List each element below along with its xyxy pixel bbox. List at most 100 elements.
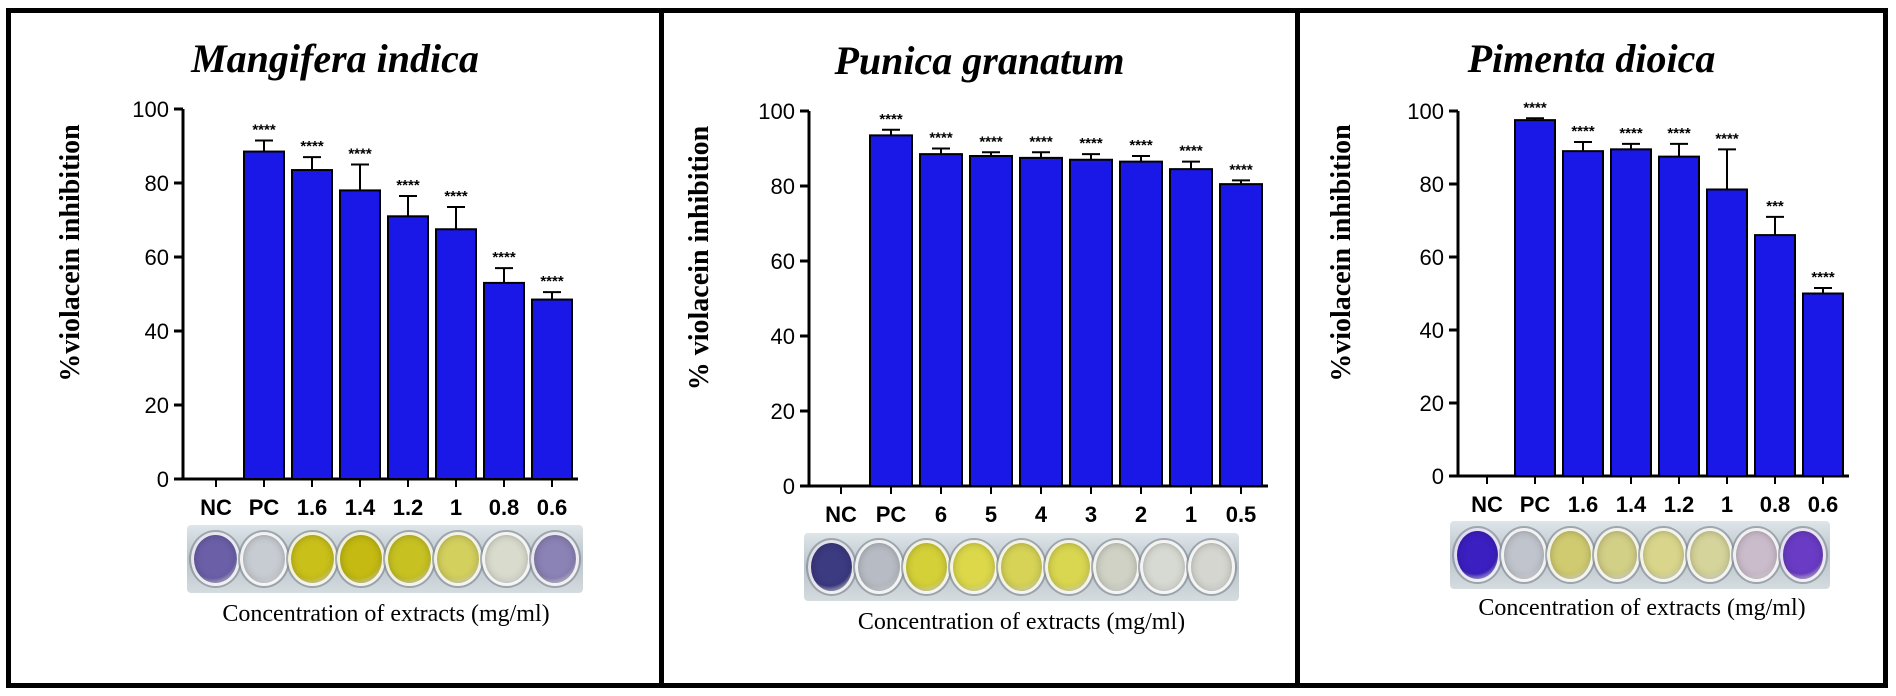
well xyxy=(1547,528,1594,582)
well xyxy=(191,532,240,586)
y-axis-label: %violacein inhibition xyxy=(55,124,86,382)
y-tick-label: 60 xyxy=(1420,245,1444,270)
bar xyxy=(1802,292,1844,477)
significance-label: **** xyxy=(300,138,324,155)
x-tick-label: 0.6 xyxy=(1808,492,1839,517)
bar xyxy=(1119,160,1163,487)
significance-label: **** xyxy=(492,249,516,266)
panel-pimenta: Pimenta dioica 0 20 40 60 80 100 %violacein in… xyxy=(1295,13,1883,683)
well xyxy=(1686,528,1733,582)
significance-label: **** xyxy=(1667,125,1691,142)
y-axis-label: % violacein inhibition xyxy=(684,125,715,390)
well xyxy=(239,532,288,586)
x-axis-label: Concentration of extracts (mg/ml) xyxy=(222,601,550,627)
bar xyxy=(339,189,381,480)
x-tick-label: NC xyxy=(200,495,232,520)
well xyxy=(288,532,337,586)
x-tick-label: 6 xyxy=(935,502,947,527)
panel-mangifera: Mangifera indica 0 20 40 60 80 100 %violacein … xyxy=(11,13,659,683)
well-plate-strip xyxy=(1450,521,1830,589)
y-tick-label: 80 xyxy=(771,174,795,199)
x-tick-label: 1.4 xyxy=(345,495,376,520)
y-tick-label: 60 xyxy=(145,245,169,270)
well xyxy=(808,540,856,594)
figure: Mangifera indica 0 20 40 60 80 100 %violacein … xyxy=(6,8,1888,688)
y-tick-label: 20 xyxy=(771,399,795,424)
x-tick-label: 0.5 xyxy=(1226,502,1257,527)
well xyxy=(902,540,951,594)
bar xyxy=(1169,168,1213,487)
x-tick-label: 1 xyxy=(450,495,462,520)
significance-label: **** xyxy=(1229,161,1253,178)
well xyxy=(1454,528,1501,582)
x-tick-label: PC xyxy=(876,502,907,527)
bar xyxy=(1219,183,1263,487)
x-tick-label: 1.6 xyxy=(1568,492,1599,517)
significance-label: **** xyxy=(929,130,953,147)
well xyxy=(1092,540,1141,594)
y-tick-label: 60 xyxy=(771,249,795,274)
bar xyxy=(1019,156,1063,487)
y-tick-label: 0 xyxy=(1432,464,1444,489)
y-tick-label: 80 xyxy=(145,171,169,196)
y-tick-label: 0 xyxy=(157,467,169,492)
well xyxy=(1187,540,1235,594)
significance-label: **** xyxy=(1079,135,1103,152)
x-tick-label: 1 xyxy=(1721,492,1733,517)
bar xyxy=(291,169,333,481)
y-tick-label: 40 xyxy=(145,319,169,344)
chart-title: Pimenta dioica xyxy=(1467,36,1716,81)
well xyxy=(855,540,903,594)
panel-punica: Punica granatum 0 20 40 60 80 100 % violacein … xyxy=(659,13,1295,683)
significance-label: **** xyxy=(1523,99,1547,116)
bar xyxy=(1754,234,1796,477)
significance-label: **** xyxy=(1571,123,1595,140)
significance-label: **** xyxy=(396,177,420,194)
x-tick-label: 4 xyxy=(1035,502,1048,527)
bar xyxy=(969,155,1013,487)
significance-label: **** xyxy=(252,121,276,138)
well xyxy=(1640,528,1687,582)
bar xyxy=(387,215,429,481)
x-tick-label: 1.6 xyxy=(297,495,328,520)
x-tick-label: 1 xyxy=(1185,502,1197,527)
x-axis-label: Concentration of extracts (mg/ml) xyxy=(857,609,1186,635)
bar xyxy=(1069,158,1113,487)
well xyxy=(1779,528,1826,582)
bar xyxy=(483,281,525,480)
y-tick-label: 80 xyxy=(1420,172,1444,197)
bar xyxy=(1610,148,1652,477)
x-tick-label: 0.8 xyxy=(489,495,520,520)
x-tick-label: 0.8 xyxy=(1760,492,1791,517)
x-tick-label: 2 xyxy=(1135,502,1147,527)
well xyxy=(1140,540,1188,594)
significance-label: **** xyxy=(444,188,468,205)
x-tick-label: NC xyxy=(1471,492,1503,517)
bar xyxy=(1514,119,1556,477)
y-tick-label: 0 xyxy=(783,474,795,499)
y-tick-label: 20 xyxy=(145,393,169,418)
chart-title: Punica granatum xyxy=(834,38,1125,83)
well xyxy=(1500,528,1547,582)
bar xyxy=(531,298,573,480)
chart-title: Mangifera indica xyxy=(191,36,479,81)
bar xyxy=(435,228,477,480)
well xyxy=(997,540,1046,594)
y-axis-label: %violacein inhibition xyxy=(1326,124,1357,382)
well xyxy=(385,532,434,586)
y-tick-label: 20 xyxy=(1420,391,1444,416)
well xyxy=(336,532,385,586)
well xyxy=(1045,540,1093,594)
y-tick-label: 100 xyxy=(758,99,795,124)
x-tick-label: PC xyxy=(249,495,280,520)
significance-label: **** xyxy=(348,146,372,163)
y-tick-label: 100 xyxy=(1407,99,1444,124)
bar xyxy=(1562,150,1604,477)
significance-label: **** xyxy=(879,111,903,128)
x-tick-label: PC xyxy=(1520,492,1551,517)
significance-label: **** xyxy=(540,273,564,290)
bar-chart: 0 20 40 60 80 100 %violacein inhibition NC **** P… xyxy=(55,97,578,520)
well-plate-strip xyxy=(187,525,583,593)
bar xyxy=(869,134,913,487)
significance-label: **** xyxy=(979,133,1003,150)
